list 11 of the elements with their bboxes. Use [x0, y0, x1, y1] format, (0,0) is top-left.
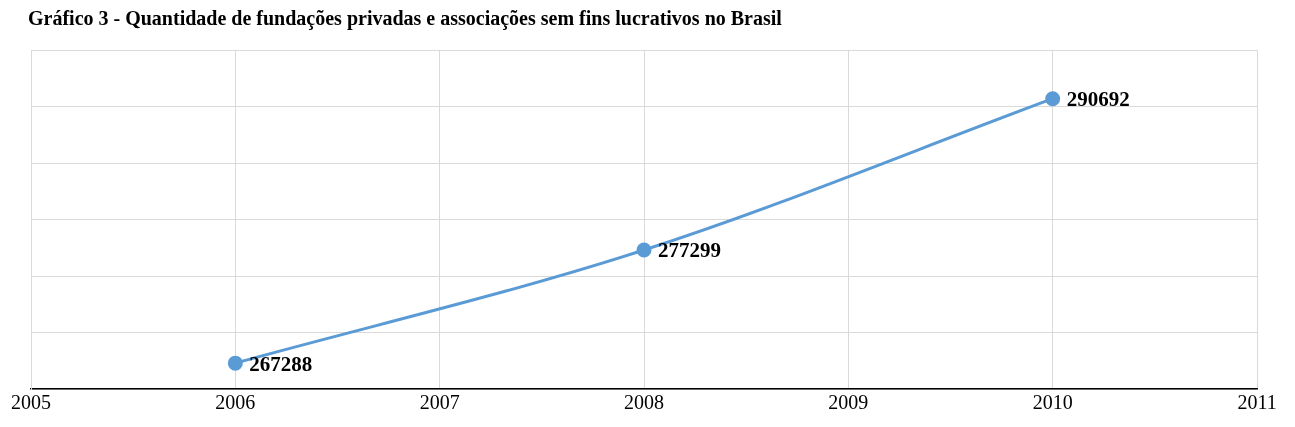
x-tick-label: 2011 [1237, 391, 1277, 414]
data-label: 267288 [249, 351, 313, 376]
x-tick-label: 2009 [828, 391, 869, 414]
x-tick-label: 2005 [11, 391, 51, 414]
x-tick-label: 2007 [419, 391, 460, 414]
data-label: 277299 [658, 238, 721, 263]
x-tick-label: 2006 [215, 391, 256, 414]
chart-title: Gráfico 3 - Quantidade de fundações privadas e associações sem fins lucrativos no Brasil [28, 7, 783, 31]
data-label: 290692 [1066, 87, 1130, 112]
x-tick-label: 2010 [1032, 391, 1073, 414]
x-tick-label: 2008 [624, 391, 664, 414]
